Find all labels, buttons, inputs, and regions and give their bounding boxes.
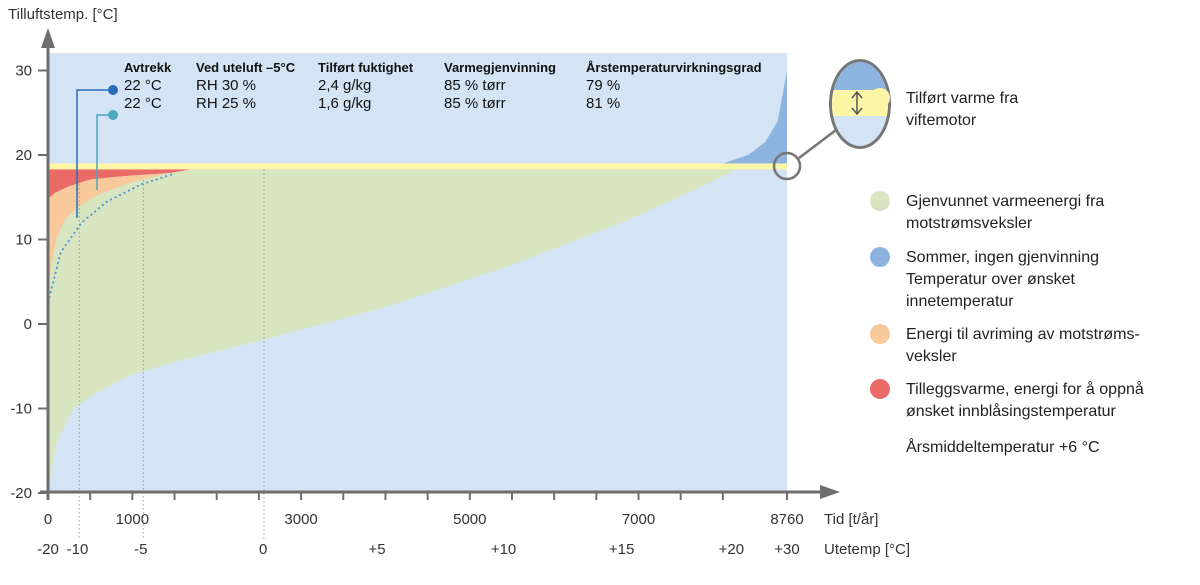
info-cell-1-1: RH 25 %	[196, 95, 256, 112]
info-cell-1-0: 22 °C	[124, 95, 162, 112]
zoom-target-circle	[772, 151, 802, 181]
legend-label-recovered: Gjenvunnet varmeenergi fra motstrømsveks…	[906, 193, 1105, 232]
info-header-2: Tilført fuktighet	[318, 60, 414, 75]
annual-mean-annotation: Årsmiddeltemperatur +6 °C	[906, 439, 1100, 456]
legend-swatch-fan-heat	[870, 88, 890, 108]
legend-item-summer: Sommer, ingen gjenvinning Temperatur ove…	[870, 247, 1099, 313]
y-tick-label-0: 0	[24, 316, 32, 333]
fan-heat-band	[48, 163, 787, 170]
legend-label-defrost: Energi til avriming av motstrøms- veksle…	[906, 326, 1140, 365]
y-axis-title: Tilluftstemp. [°C]	[8, 6, 118, 23]
x2-tick-label-0: -20	[37, 541, 59, 558]
info-cell-0-3: 85 % tørr	[444, 77, 506, 94]
row-marker-dot-0	[108, 85, 118, 95]
legend-swatch-summer	[870, 247, 890, 267]
legend-label-extra-heat: Tilleggsvarme, energi for å oppnå ønsket…	[906, 381, 1144, 420]
info-cell-0-1: RH 30 %	[196, 77, 256, 94]
x-axis-title: Tid [t/år]	[824, 511, 878, 528]
info-header-0: Avtrekk	[124, 60, 172, 75]
summer-area	[722, 70, 787, 164]
x-tick-label-5000: 5000	[453, 511, 486, 528]
x2-tick-label-5: +10	[491, 541, 516, 558]
legend-label-summer: Sommer, ingen gjenvinning Temperatur ove…	[906, 249, 1100, 310]
recovered-energy-area	[48, 155, 787, 493]
info-cell-1-2: 1,6 g/kg	[318, 95, 371, 112]
double-arrow-icon	[851, 90, 863, 116]
zoom-connector-line	[798, 129, 837, 159]
legend-item-extra-heat: Tilleggsvarme, energi for å oppnå ønsket…	[870, 379, 1144, 423]
x2-tick-label-2: -5	[134, 541, 147, 558]
x2-tick-label-7: +20	[719, 541, 744, 558]
row-marker-dot-1	[108, 110, 118, 120]
y-axis-arrow	[41, 28, 55, 48]
legend-swatch-defrost	[870, 324, 890, 344]
row-marker-line-0	[76, 89, 113, 218]
y-tick-label-20: 20	[15, 147, 32, 164]
x2-tick-label-8: +30	[774, 541, 799, 558]
info-header-4: Årstemperaturvirkningsgrad	[586, 60, 762, 75]
info-cell-1-4: 81 %	[586, 95, 620, 112]
info-cell-0-4: 79 %	[586, 77, 620, 94]
row-marker-line-1	[96, 114, 113, 190]
legend-label-fan-heat: Tilført varme fra viftemotor	[906, 90, 1019, 129]
extra-heat-area	[48, 169, 264, 199]
x2-tick-label-4: +5	[368, 541, 385, 558]
x-tick-label-3000: 3000	[284, 511, 317, 528]
legend-item-fan-heat: Tilført varme fra viftemotor	[870, 88, 1018, 132]
info-header-3: Varmegjenvinning	[444, 60, 556, 75]
y-tick-label-10: 10	[15, 232, 32, 249]
dotted-supply-curve	[47, 172, 175, 304]
info-cell-0-2: 2,4 g/kg	[318, 77, 371, 94]
x2-axis-title: Utetemp [°C]	[824, 541, 910, 558]
info-header-1: Ved uteluft –5°C	[196, 60, 296, 75]
x2-tick-label-3: 0	[259, 541, 267, 558]
y-tick-label-30: 30	[15, 63, 32, 80]
x-tick-label-7000: 7000	[622, 511, 655, 528]
legend-swatch-recovered	[870, 191, 890, 211]
x-axis-arrow	[820, 485, 840, 499]
y-tick-label--10: -10	[10, 401, 32, 418]
legend-swatch-extra-heat	[870, 379, 890, 399]
x-tick-label-0: 0	[44, 511, 52, 528]
x-tick-label-8760: 8760	[770, 511, 803, 528]
info-cell-0-0: 22 °C	[124, 77, 162, 94]
x2-tick-label-1: -10	[67, 541, 89, 558]
legend-item-defrost: Energi til avriming av motstrøms- veksle…	[870, 324, 1140, 368]
y-tick-label--20: -20	[10, 485, 32, 502]
x2-tick-label-6: +15	[609, 541, 634, 558]
x-tick-label-1000: 1000	[116, 511, 149, 528]
legend-item-recovered: Gjenvunnet varmeenergi fra motstrømsveks…	[870, 191, 1104, 235]
info-cell-1-3: 85 % tørr	[444, 95, 506, 112]
zoom-summer-area	[832, 62, 888, 90]
